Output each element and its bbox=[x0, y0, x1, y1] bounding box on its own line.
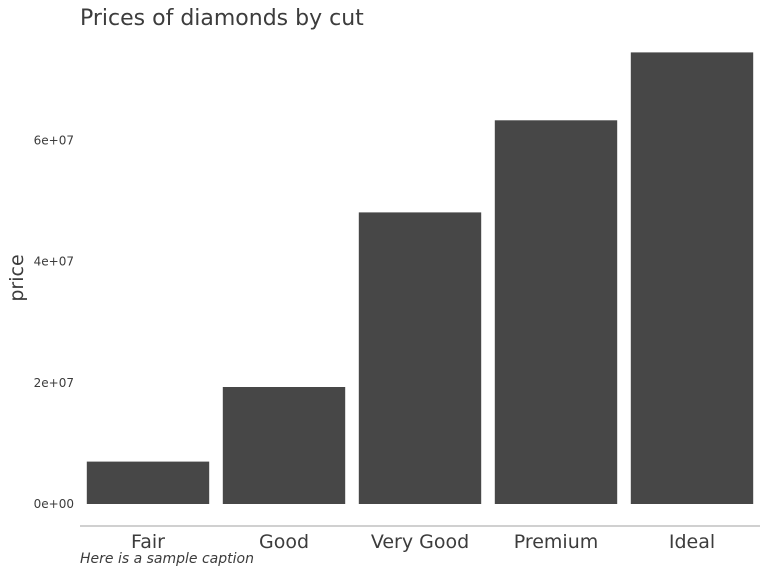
x-tick-label: Very Good bbox=[371, 531, 469, 553]
x-tick-label: Ideal bbox=[669, 531, 715, 553]
bar-ideal bbox=[630, 52, 754, 505]
chart-caption: Here is a sample caption bbox=[80, 551, 254, 567]
bar-premium bbox=[494, 120, 618, 505]
y-tick-label: 6e+07 bbox=[34, 133, 74, 147]
y-tick-label: 2e+07 bbox=[34, 376, 74, 390]
y-axis-label: price bbox=[6, 254, 28, 301]
y-tick-label: 0e+00 bbox=[34, 497, 74, 511]
bar-good bbox=[222, 387, 346, 504]
y-tick-label: 4e+07 bbox=[34, 255, 74, 269]
bar-very-good bbox=[358, 212, 482, 504]
bars-group bbox=[86, 52, 754, 505]
bar-fair bbox=[86, 461, 210, 504]
y-axis-ticks: 0e+00 2e+07 4e+07 6e+07 bbox=[34, 133, 74, 511]
x-tick-label: Fair bbox=[131, 531, 165, 553]
x-axis-ticks: Fair Good Very Good Premium Ideal bbox=[131, 531, 715, 553]
x-tick-label: Premium bbox=[514, 531, 599, 553]
x-tick-label: Good bbox=[259, 531, 309, 553]
chart-title: Prices of diamonds by cut bbox=[80, 6, 364, 31]
